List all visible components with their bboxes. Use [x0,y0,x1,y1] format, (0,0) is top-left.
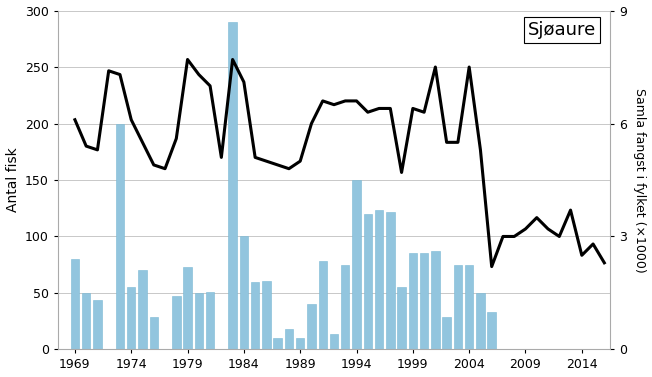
Bar [285,329,293,349]
Bar [251,282,259,349]
Text: Sjøaure: Sjøaure [528,21,596,39]
Bar [409,253,417,349]
Y-axis label: Antal fisk: Antal fisk [6,148,20,212]
Bar [93,300,102,349]
Bar [330,334,338,349]
Bar [127,287,136,349]
Bar [70,259,79,349]
Bar [183,267,192,349]
Bar [228,22,237,349]
Bar [82,293,91,349]
Bar [420,253,428,349]
Bar [476,293,484,349]
Bar [488,312,496,349]
Bar [262,280,271,349]
Bar [172,296,181,349]
Bar [465,265,473,349]
Bar [296,338,304,349]
Bar [386,211,394,349]
Bar [138,270,147,349]
Y-axis label: Samla fangst i fylket (×1000): Samla fangst i fylket (×1000) [634,87,646,272]
Bar [352,180,361,349]
Bar [375,210,383,349]
Bar [240,236,248,349]
Bar [194,293,203,349]
Bar [116,124,124,349]
Bar [307,304,316,349]
Bar [273,338,282,349]
Bar [364,214,372,349]
Bar [319,261,327,349]
Bar [149,317,158,349]
Bar [341,265,349,349]
Bar [397,287,406,349]
Bar [431,251,439,349]
Bar [206,292,215,349]
Bar [454,265,462,349]
Bar [443,317,451,349]
